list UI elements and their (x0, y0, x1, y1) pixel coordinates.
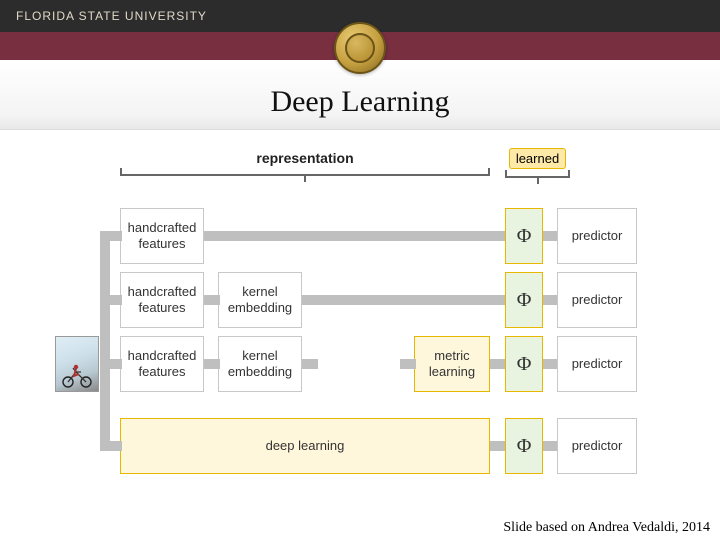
stage-box: handcraftedfeatures (120, 208, 204, 264)
cyclist-icon (59, 364, 95, 388)
stage-box: metriclearning (414, 336, 490, 392)
connector-bar (490, 441, 505, 451)
connector-bar (302, 295, 505, 305)
stage-box: predictor (557, 336, 637, 392)
phi-box: Φ (505, 418, 543, 474)
fsu-seal (334, 22, 386, 74)
connector-bar (490, 359, 505, 369)
stage-box: predictor (557, 272, 637, 328)
brace-shape (120, 168, 490, 182)
stage-box: predictor (557, 208, 637, 264)
phi-box: Φ (505, 336, 543, 392)
deep-learning-box: deep learning (120, 418, 490, 474)
brace-representation-label: representation (120, 150, 490, 166)
brace-shape (505, 170, 570, 184)
page-title: Deep Learning (270, 85, 449, 119)
stage-box: handcraftedfeatures (120, 272, 204, 328)
connector-bar (543, 295, 557, 305)
stage-box: handcraftedfeatures (120, 336, 204, 392)
stage-box: kernelembedding (218, 272, 302, 328)
credit-text: Slide based on Andrea Vedaldi, 2014 (503, 520, 710, 536)
connector-bar (543, 441, 557, 451)
brace-representation: representation (120, 150, 490, 182)
phi-box: Φ (505, 208, 543, 264)
diagram: representation learned handcraftedfeatures… (60, 150, 655, 480)
pipeline-row: deep learning Φpredictor (60, 418, 655, 474)
input-image (55, 336, 99, 392)
pipeline-row: handcraftedfeatureskernelembedding metric… (60, 336, 655, 392)
connector-bar (204, 295, 220, 305)
connector-bar (302, 359, 318, 369)
university-name: FLORIDA STATE UNIVERSITY (16, 9, 207, 23)
brace-learned-label: learned (509, 148, 566, 169)
connector-bar (543, 231, 557, 241)
stage-box: predictor (557, 418, 637, 474)
connector-bar (204, 359, 220, 369)
connector-bar (400, 359, 416, 369)
input-vertical-bar (100, 231, 110, 451)
stage-box: kernelembedding (218, 336, 302, 392)
connector-bar (204, 231, 505, 241)
connector-bar (543, 359, 557, 369)
brace-learned: learned (505, 150, 570, 182)
phi-box: Φ (505, 272, 543, 328)
